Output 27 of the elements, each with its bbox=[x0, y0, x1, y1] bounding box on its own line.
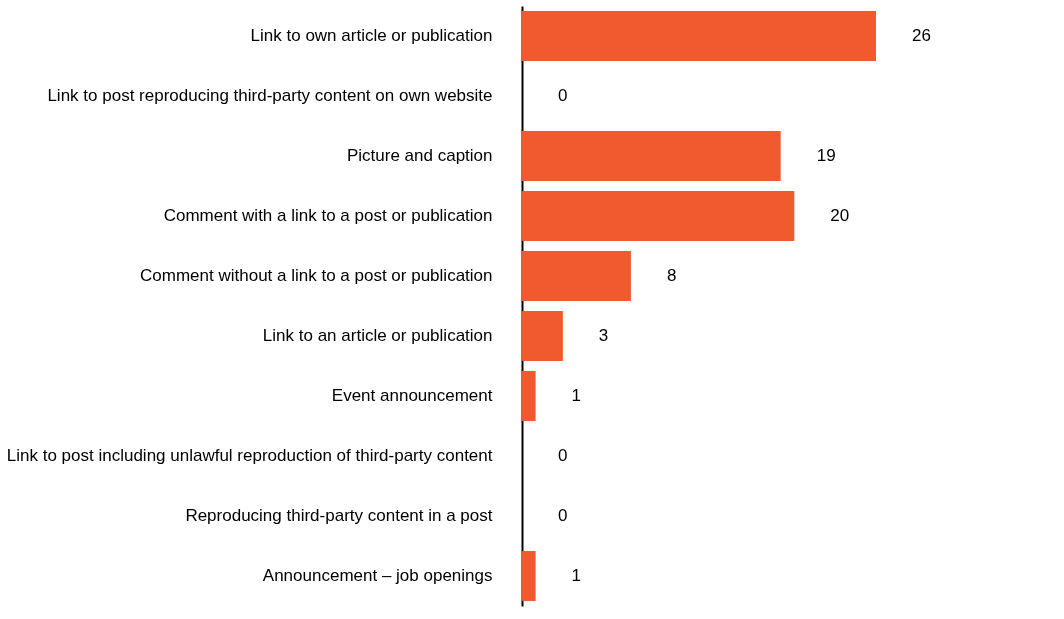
y-tick-label: Reproducing third-party content in a post bbox=[185, 506, 493, 525]
data-label: 1 bbox=[571, 566, 582, 585]
y-tick-label: Link to an article or publication bbox=[262, 326, 493, 345]
bar bbox=[522, 371, 536, 421]
data-label: 20 bbox=[830, 206, 850, 225]
data-label: 0 bbox=[558, 506, 568, 525]
bar bbox=[522, 191, 795, 241]
data-label: 26 bbox=[911, 26, 931, 45]
bar bbox=[522, 551, 536, 601]
data-label: 19 bbox=[816, 146, 836, 165]
y-tick-label: Link to post reproducing third-party content on own website bbox=[47, 86, 493, 105]
data-label: 1 bbox=[571, 386, 582, 405]
bar bbox=[522, 131, 781, 181]
data-label: 0 bbox=[558, 446, 568, 465]
bar bbox=[522, 311, 563, 361]
y-tick-label: Announcement – job openings bbox=[262, 566, 493, 585]
data-label: 0 bbox=[558, 86, 568, 105]
y-tick-label: Comment without a link to a post or publication bbox=[140, 266, 493, 285]
y-tick-label: Link to post including unlawful reproduction of third-party content bbox=[6, 446, 493, 465]
bar bbox=[522, 251, 631, 301]
data-label: 3 bbox=[598, 326, 609, 345]
y-tick-label: Link to own article or publication bbox=[250, 26, 493, 45]
y-tick-label: Event announcement bbox=[331, 386, 493, 405]
y-tick-label: Picture and caption bbox=[346, 146, 493, 165]
y-tick-label: Comment with a link to a post or publication bbox=[163, 206, 493, 225]
data-label: 8 bbox=[666, 266, 677, 285]
bar bbox=[522, 11, 876, 61]
